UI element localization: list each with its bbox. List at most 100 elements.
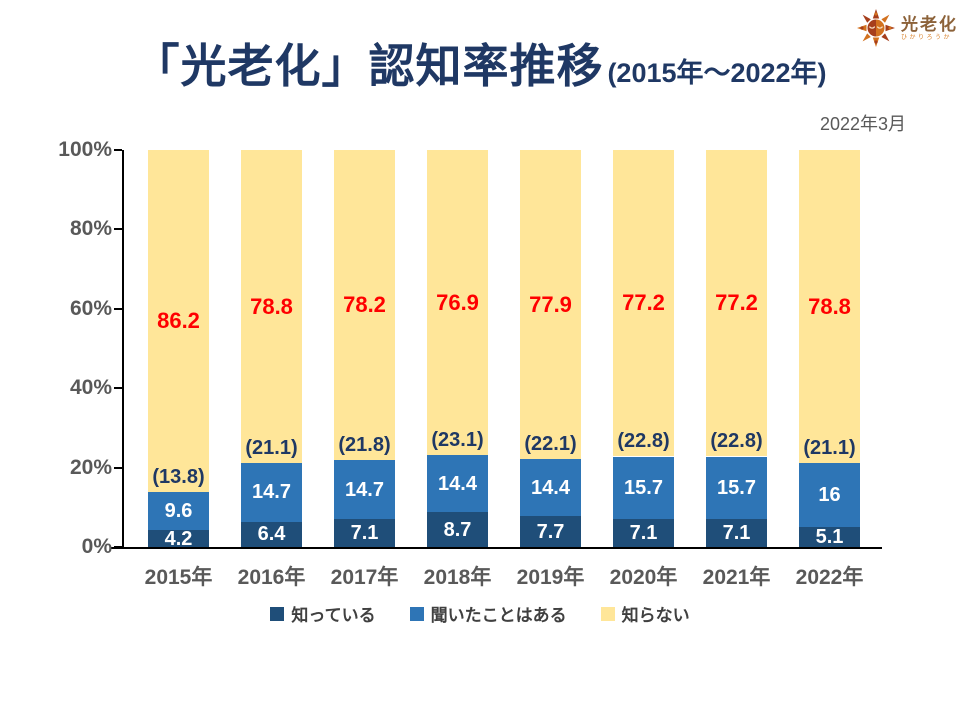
y-axis-tick <box>114 149 122 151</box>
legend-label: 知らない <box>621 606 690 625</box>
value-label: 15.7 <box>717 476 756 499</box>
segment-unknown <box>334 150 395 461</box>
segment-heard: 14.4 <box>520 459 581 517</box>
combined-value-label: (22.1) <box>524 433 577 456</box>
bar-column: 7.7 14.4 77.9 (22.1) <box>520 150 581 547</box>
x-axis-label: 2022年 <box>795 566 864 589</box>
y-axis-tick <box>114 466 122 469</box>
y-axis-label: 0% <box>81 535 112 558</box>
segment-known: 7.7 <box>520 516 581 547</box>
segment-known: 6.4 <box>241 521 302 547</box>
segment-heard: 15.7 <box>613 456 674 519</box>
legend-swatch-icon <box>409 606 424 621</box>
unknown-value-label: 86.2 <box>157 308 200 334</box>
bar-column: 8.7 14.4 76.9 (23.1) <box>427 150 488 547</box>
unknown-value-label: 77.9 <box>529 291 572 317</box>
unknown-value-label: 78.2 <box>343 292 386 318</box>
value-label: 4.2 <box>164 527 193 550</box>
combined-value-label: (22.8) <box>617 430 670 453</box>
segment-known: 7.1 <box>613 518 674 547</box>
combined-value-label: (22.8) <box>710 430 763 453</box>
bar-column: 6.4 14.7 78.8 (21.1) <box>241 150 302 547</box>
segment-unknown <box>706 150 767 457</box>
page-title: 「光老化」認知率推移 (2015年～2022年) <box>0 30 960 96</box>
legend: 知っている 聞いたことはある 知らない <box>0 601 960 626</box>
value-label: 7.1 <box>350 521 379 544</box>
value-label: 15.7 <box>624 476 663 499</box>
bar-column: 7.1 15.7 77.2 (22.8) <box>706 150 767 547</box>
value-label: 14.4 <box>531 476 570 499</box>
segment-known: 4.2 <box>148 527 209 550</box>
x-axis-label: 2017年 <box>330 566 399 589</box>
x-axis-label: 2018年 <box>423 566 492 589</box>
x-axis-label: 2015年 <box>144 566 213 589</box>
y-axis-tick <box>114 546 122 548</box>
segment-unknown <box>427 150 488 456</box>
value-label: 14.7 <box>345 478 384 501</box>
brand-logo: 光老化 ひかりろうか <box>856 8 958 48</box>
combined-value-label: (13.8) <box>152 466 205 489</box>
segment-heard: 16 <box>799 463 860 527</box>
brand-name: 光老化 <box>901 14 958 34</box>
bar-column: 7.1 15.7 77.2 (22.8) <box>613 150 674 547</box>
sun-icon <box>857 9 895 47</box>
x-axis-line <box>110 547 882 549</box>
x-axis-label: 2020年 <box>609 566 678 589</box>
segment-heard: 15.7 <box>706 456 767 519</box>
segment-known: 8.7 <box>427 512 488 547</box>
brand-reading: ひかりろうか <box>901 34 953 41</box>
segment-unknown <box>799 150 860 464</box>
y-axis-label: 100% <box>58 138 112 161</box>
x-axis-label: 2021年 <box>702 566 771 589</box>
title-main: 「光老化」認知率推移 <box>133 40 604 92</box>
segment-known: 5.1 <box>799 525 860 548</box>
value-label: 6.4 <box>257 523 286 546</box>
y-axis-label: 60% <box>69 296 112 320</box>
y-axis-label: 80% <box>69 217 112 241</box>
unknown-value-label: 78.8 <box>808 293 851 319</box>
legend-swatch-icon <box>270 606 285 621</box>
y-axis-tick <box>114 307 122 310</box>
combined-value-label: (21.1) <box>245 437 298 460</box>
plot-area: 0% 20% 40% 60% 80% 100% 4.2 9.6 86.2 (13.8) 2015年 6… <box>58 138 882 589</box>
segment-heard: 14.4 <box>427 455 488 513</box>
value-label: 7.7 <box>536 520 565 543</box>
value-label: 14.4 <box>438 472 477 495</box>
y-axis-line <box>122 150 124 547</box>
bar-column: 4.2 9.6 86.2 (13.8) <box>148 150 209 550</box>
legend-item: 知っている <box>270 601 376 626</box>
value-label: 8.7 <box>443 518 472 541</box>
segment-heard: 14.7 <box>241 463 302 522</box>
bar-column: 5.1 16 78.8 (21.1) <box>799 150 860 547</box>
combined-value-label: (21.1) <box>803 437 856 460</box>
legend-item: 知らない <box>600 601 690 626</box>
value-label: 16 <box>818 484 841 506</box>
segment-known: 7.1 <box>334 518 395 547</box>
segment-heard: 14.7 <box>334 460 395 519</box>
title-subtitle: (2015年～2022年) <box>607 58 827 88</box>
segment-unknown <box>520 150 581 460</box>
combined-value-label: (21.8) <box>338 434 391 457</box>
value-label: 14.7 <box>252 481 291 504</box>
legend-label: 知っている <box>291 606 376 625</box>
value-label: 7.1 <box>629 521 658 544</box>
unknown-value-label: 77.2 <box>715 290 758 316</box>
unknown-value-label: 77.2 <box>622 290 665 316</box>
x-axis-label: 2019年 <box>516 566 585 589</box>
segment-unknown <box>241 150 302 464</box>
y-axis-label: 40% <box>69 376 112 400</box>
unknown-value-label: 78.8 <box>250 293 293 319</box>
value-label: 5.1 <box>815 525 844 548</box>
y-axis-label: 20% <box>69 455 112 479</box>
value-label: 9.6 <box>164 500 193 523</box>
value-label: 7.1 <box>722 521 751 544</box>
legend-item: 聞いたことはある <box>409 601 567 626</box>
bar-column: 7.1 14.7 78.2 (21.8) <box>334 150 395 547</box>
x-axis-label: 2016年 <box>237 566 306 589</box>
legend-label: 聞いたことはある <box>430 606 567 625</box>
segment-unknown <box>613 150 674 457</box>
legend-swatch-icon <box>600 606 615 621</box>
y-axis-tick <box>114 387 122 390</box>
segment-unknown <box>148 150 209 493</box>
